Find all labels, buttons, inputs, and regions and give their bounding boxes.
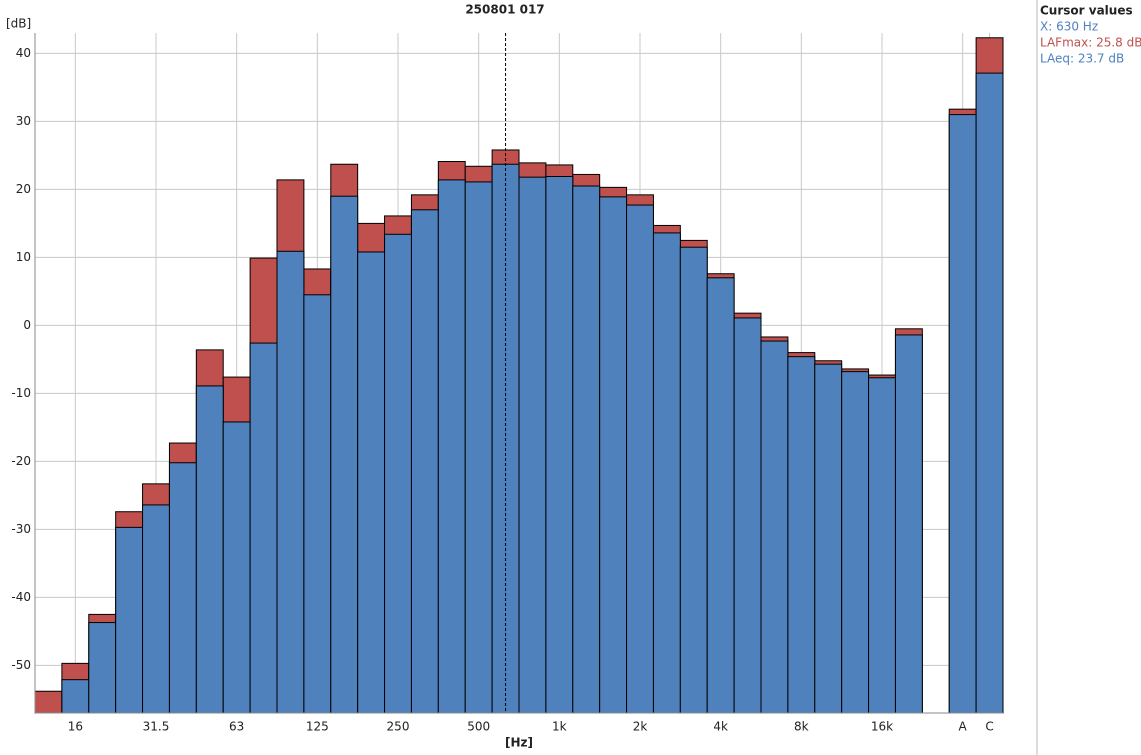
y-tick-label: 10 [16, 250, 31, 264]
bar [222, 421, 251, 714]
y-tick-label: -20 [11, 454, 31, 468]
y-tick-label: 40 [16, 46, 31, 60]
bar [679, 246, 708, 714]
cursor-line: X: 630 Hz [1040, 20, 1098, 34]
bar [168, 462, 197, 714]
cursor-line: LAFmax: 25.8 dB [1040, 36, 1141, 50]
x-tick-label: 1k [552, 720, 567, 734]
y-tick-label: -30 [11, 522, 31, 536]
bar [464, 181, 493, 714]
y-axis-label: [dB] [6, 17, 31, 31]
bar [249, 342, 278, 714]
bar [384, 233, 412, 714]
y-tick-label: -10 [11, 386, 31, 400]
bar [88, 622, 117, 714]
bar [303, 294, 332, 714]
bar [572, 185, 601, 714]
x-tick-label: 500 [467, 720, 490, 734]
x-tick-label: 8k [794, 720, 809, 734]
bar [948, 114, 977, 714]
x-tick-label: 250 [387, 720, 410, 734]
bar [142, 504, 170, 714]
bar [841, 371, 870, 714]
x-tick-label: 63 [229, 720, 244, 734]
bar [599, 196, 628, 714]
bar [115, 526, 144, 714]
y-tick-label: -50 [11, 658, 31, 672]
bar [787, 356, 816, 714]
bar [330, 195, 359, 714]
cursor-title: Cursor values [1040, 4, 1133, 18]
bar [357, 251, 386, 714]
x-tick-label: 4k [713, 720, 728, 734]
chart-title: 250801 017 [465, 3, 544, 17]
bar [276, 250, 305, 714]
bar [61, 679, 90, 714]
bar [868, 377, 896, 714]
bar [652, 232, 681, 714]
y-tick-label: 30 [16, 114, 31, 128]
y-tick-label: 0 [23, 318, 31, 332]
x-tick-label: C [985, 720, 993, 734]
cursor-line: LAeq: 23.7 dB [1040, 52, 1124, 66]
bar [814, 363, 843, 714]
bar [437, 179, 466, 714]
x-axis-label: [Hz] [505, 736, 533, 750]
bar [894, 334, 923, 714]
bar [626, 204, 654, 714]
x-tick-label: A [959, 720, 968, 734]
bar [733, 317, 762, 714]
y-tick-label: -40 [11, 590, 31, 604]
x-tick-label: 2k [633, 720, 648, 734]
y-tick-label: 20 [16, 182, 31, 196]
bar [545, 175, 574, 714]
bar [760, 340, 789, 714]
x-tick-label: 16 [68, 720, 83, 734]
bar [518, 176, 547, 714]
bar [410, 209, 439, 714]
bar [195, 385, 224, 714]
x-tick-label: 31.5 [143, 720, 170, 734]
bar [706, 277, 735, 714]
bar [975, 72, 1004, 714]
bar [34, 690, 63, 714]
x-tick-label: 125 [306, 720, 329, 734]
x-tick-label: 16k [871, 720, 893, 734]
